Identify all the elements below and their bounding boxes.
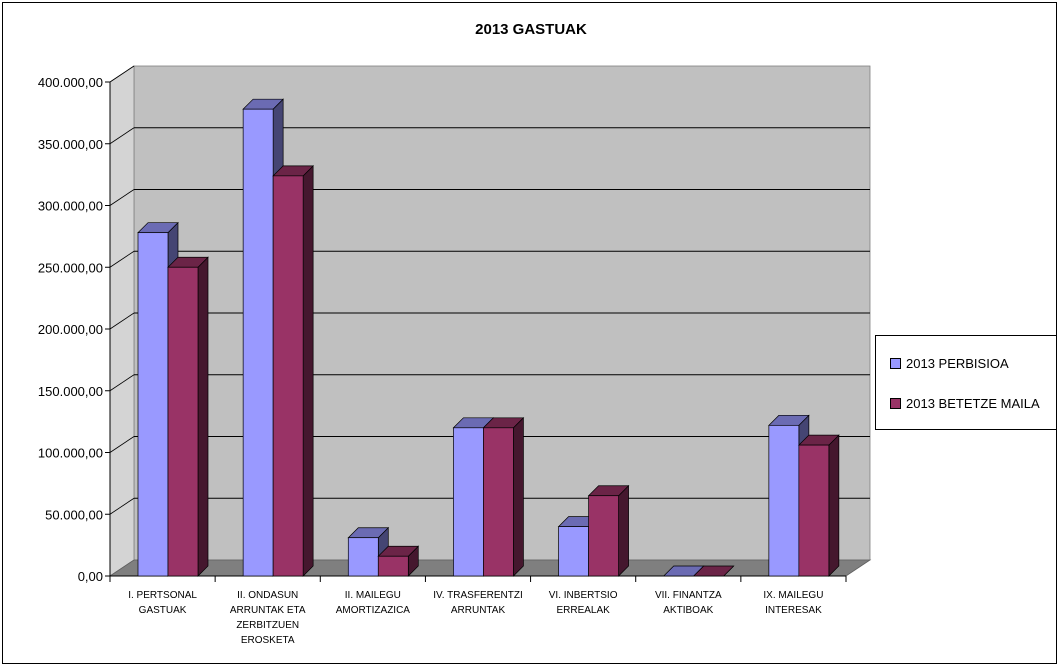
- bar-s1-c1: [137, 232, 169, 577]
- y-tick-label: 50.000,00: [45, 507, 103, 522]
- x-tick-label: IX. MAILEGU INTERESAK: [763, 590, 823, 616]
- gridline-side: [109, 127, 135, 145]
- gridline-side: [109, 312, 135, 330]
- bar-s1-c3: [347, 537, 379, 577]
- y-tick-label: 300.000,00: [38, 199, 103, 214]
- y-tick-label: 100.000,00: [38, 446, 103, 461]
- bar-side-s2-c7: [828, 434, 840, 577]
- bar-s1-c7: [768, 424, 800, 577]
- bar-s2-c1: [167, 266, 199, 577]
- y-tick-label: 200.000,00: [38, 322, 103, 337]
- bar-s1-c4: [453, 427, 484, 577]
- gridline-side: [109, 497, 135, 515]
- y-tick-label: 350.000,00: [38, 137, 103, 152]
- y-tick-label: 400.000,00: [38, 75, 103, 90]
- legend-label-series-2: 2013 BETETZE MAILA: [906, 396, 1040, 411]
- bar-s2-c3: [377, 555, 409, 577]
- gridline-side: [109, 374, 135, 392]
- gridline-side: [109, 189, 135, 206]
- bar-s2-c5: [588, 495, 619, 577]
- y-tick-label: 250.000,00: [38, 260, 103, 275]
- bar-side-s2-c5: [618, 484, 629, 577]
- y-tick-label: 0,00: [78, 569, 103, 584]
- gridline-side: [109, 250, 135, 268]
- x-tick-label: I. PERTSONAL GASTUAK: [128, 590, 197, 616]
- y-tick-label: 150.000,00: [38, 384, 103, 399]
- bar-s2-c4: [483, 427, 514, 577]
- chart-legend: 2013 PERBISIOA 2013 BETETZE MAILA: [875, 335, 1057, 430]
- gridline-side: [109, 65, 135, 83]
- bar-s1-c2: [242, 108, 274, 577]
- gridline-side: [109, 436, 135, 453]
- bar-s2-c7: [798, 444, 830, 577]
- x-tick-label: II. ONDASUN ARRUNTAK ETA ZERBITZUEN EROSKET…: [230, 590, 306, 646]
- bar-top-s2-c6: [692, 565, 735, 577]
- legend-label-series-1: 2013 PERBISIOA: [906, 356, 1009, 371]
- x-tick-label: VII. FINANTZA AKTIBOAK: [655, 590, 722, 616]
- legend-item-series-2: 2013 BETETZE MAILA: [890, 396, 1040, 411]
- chart-title: 2013 GASTUAK: [475, 21, 587, 38]
- bar-side-s2-c2: [302, 165, 314, 577]
- x-tick-label: II. MAILEGU AMORTIZAZICA: [336, 590, 411, 616]
- legend-item-series-1: 2013 PERBISIOA: [890, 356, 1009, 371]
- legend-swatch-series-1: [890, 358, 901, 369]
- x-tick-label: VI. INBERTSIO ERREALAK: [549, 590, 618, 616]
- x-tick-label: IV. TRASFERENTZI ARRUNTAK: [433, 590, 522, 616]
- bar-side-s2-c4: [513, 416, 524, 577]
- bar-side-s2-c1: [197, 256, 209, 577]
- bar-s2-c2: [272, 175, 304, 577]
- legend-swatch-series-2: [890, 398, 901, 409]
- bar-s1-c5: [558, 526, 589, 577]
